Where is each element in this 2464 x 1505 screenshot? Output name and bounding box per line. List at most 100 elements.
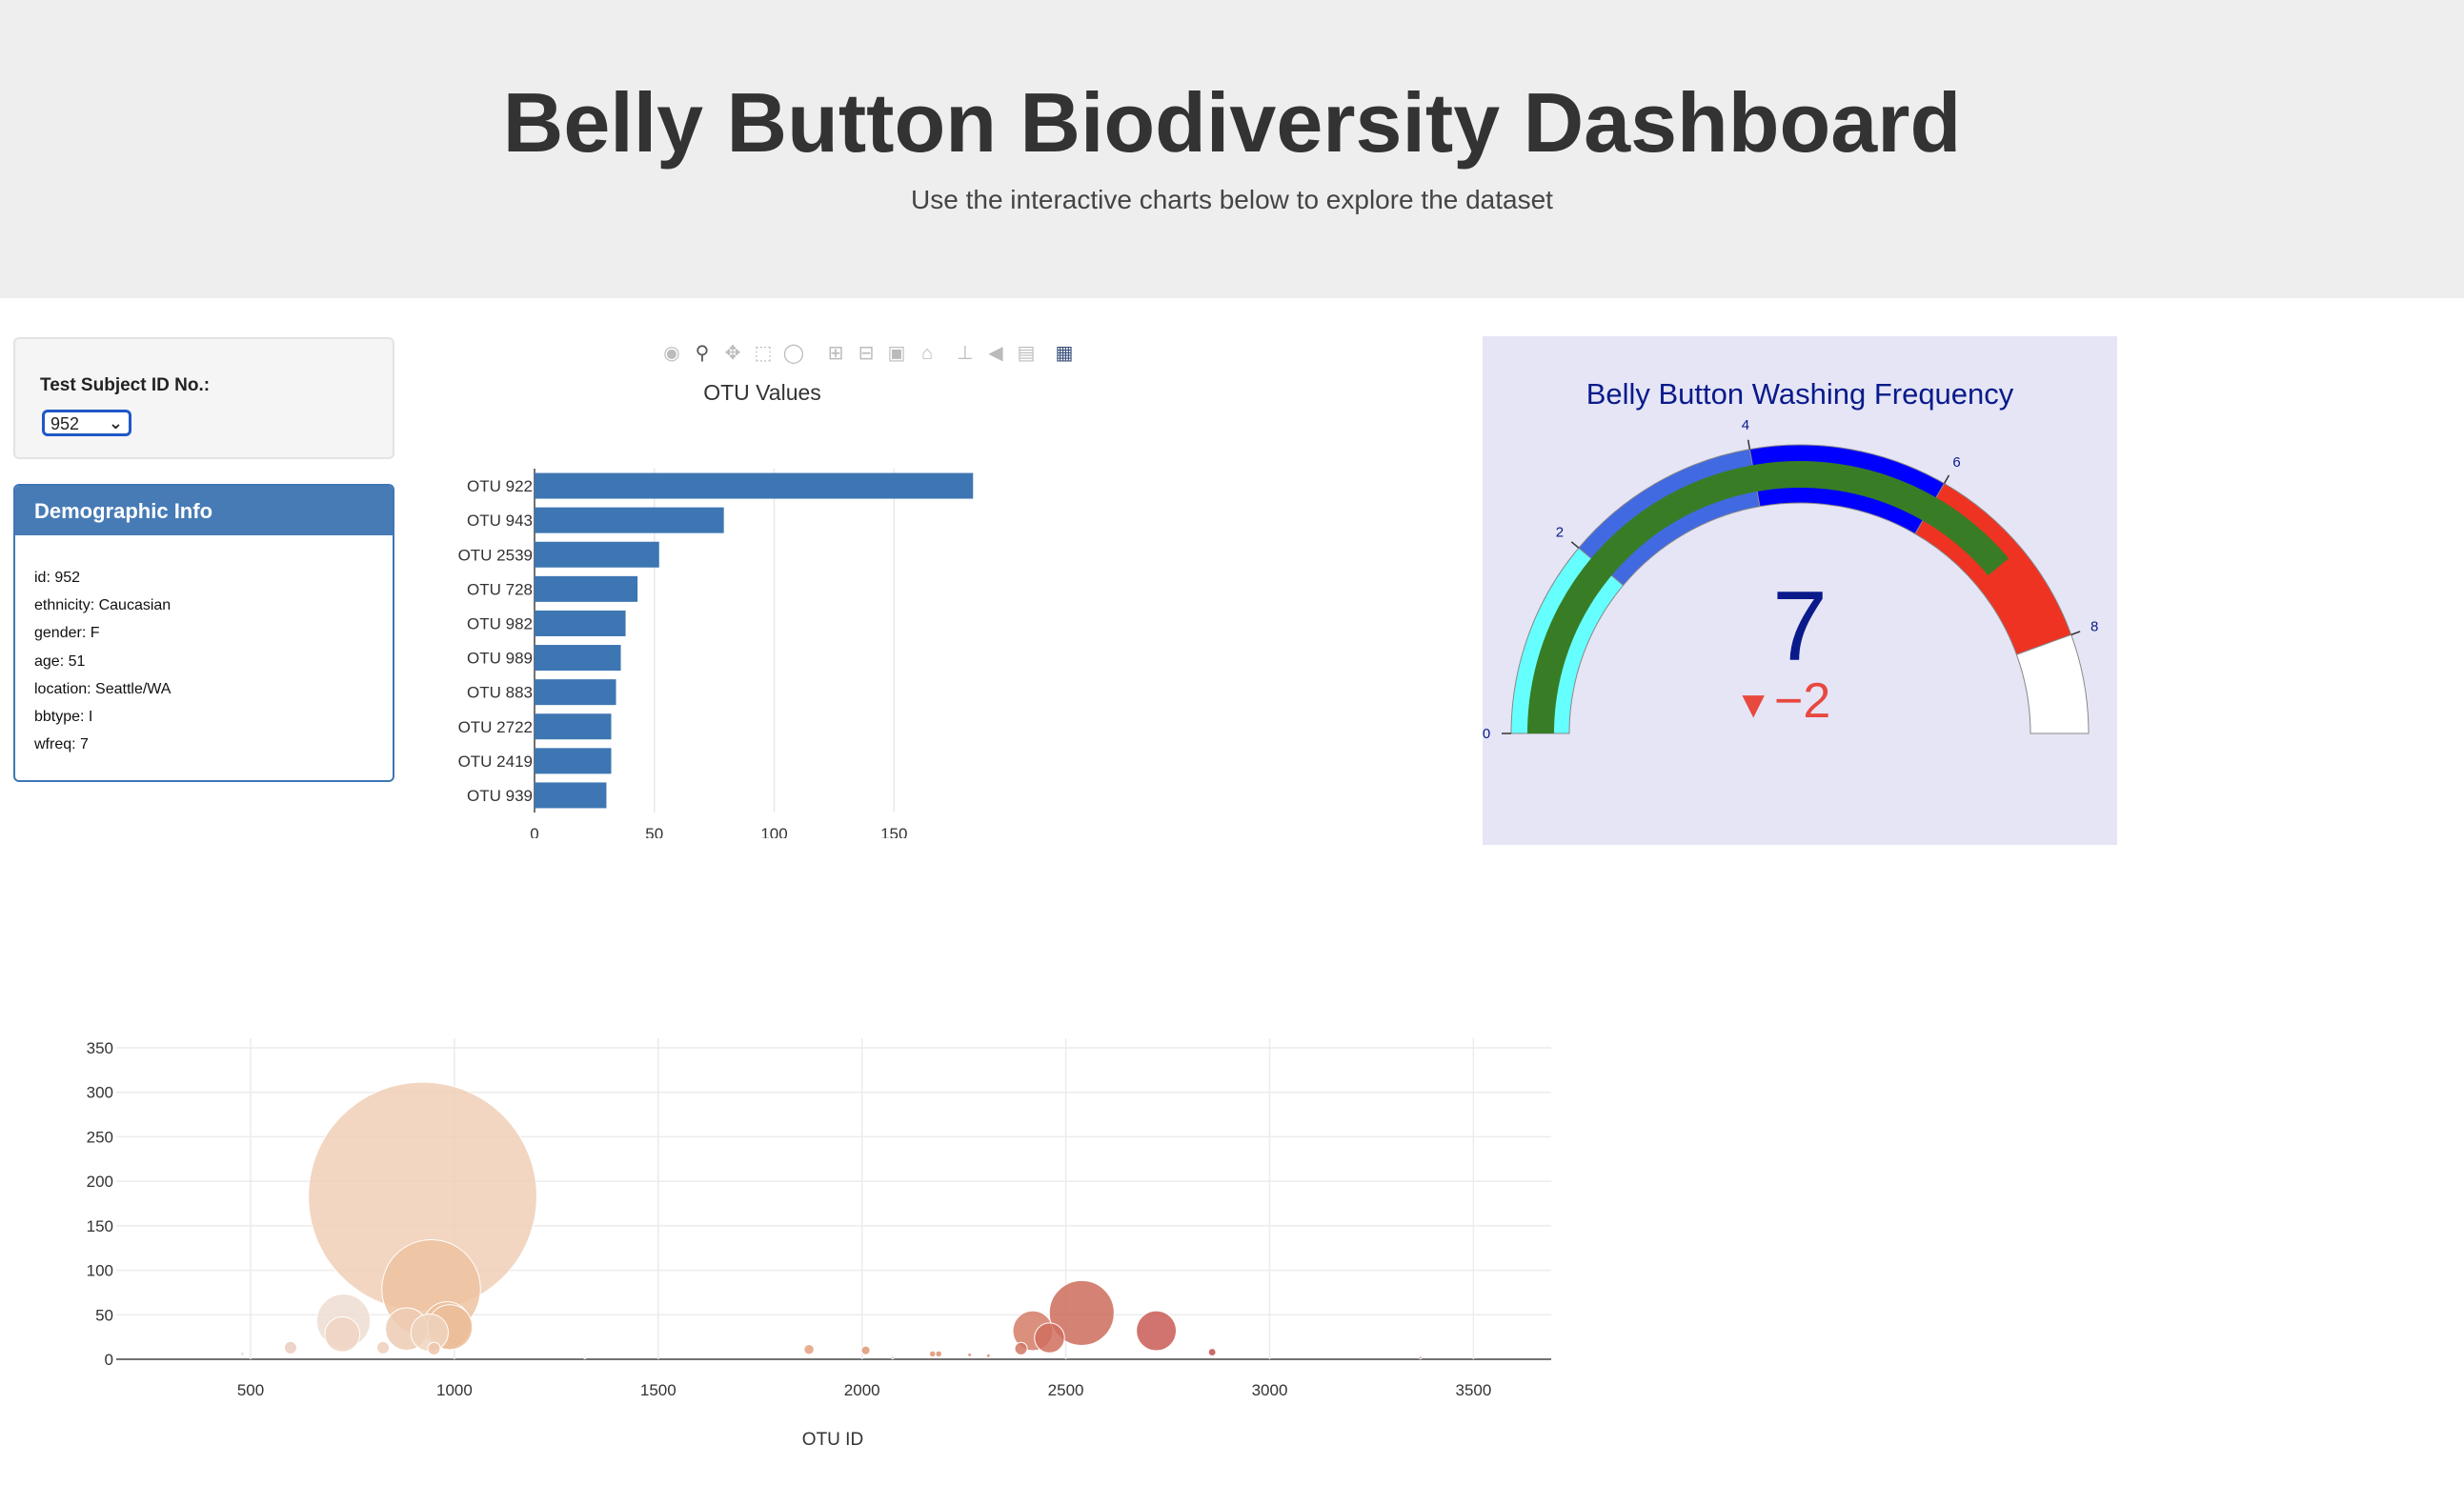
gauge-container: Belly Button Washing Frequency 0 2 4 6 8 7 ▼… xyxy=(1483,336,2117,845)
bar-mark xyxy=(535,748,612,774)
bubble-point xyxy=(375,1340,391,1354)
bubble-point xyxy=(1034,1322,1065,1354)
bubble-point xyxy=(860,1345,871,1355)
subject-selector-well: Test Subject ID No.: 952 ⌄ xyxy=(13,337,394,459)
bubble-point xyxy=(427,1341,441,1355)
bubble-x-tick-label: 1500 xyxy=(640,1381,677,1399)
gauge-step xyxy=(2015,633,2090,734)
zoom-out-icon[interactable]: ⊟ xyxy=(858,343,875,364)
page-title: Belly Button Biodiversity Dashboard xyxy=(502,75,1962,170)
subject-id-selected-value: 952 xyxy=(50,414,80,433)
header-jumbotron: Belly Button Biodiversity Dashboard Use … xyxy=(0,0,2464,298)
bubble-point xyxy=(582,1355,587,1359)
bubble-point xyxy=(1418,1355,1423,1359)
bubble-x-tick-label: 1000 xyxy=(436,1381,473,1399)
bar-y-tick-label: OTU 883 xyxy=(467,684,533,702)
subject-id-select[interactable]: 952 ⌄ xyxy=(42,410,131,436)
zoom-icon[interactable]: ⚲ xyxy=(695,343,710,364)
bar-x-tick-label: 150 xyxy=(880,825,907,838)
bubble-point xyxy=(890,1355,895,1359)
bubble-point xyxy=(324,1315,361,1353)
box-select-icon[interactable]: ⬚ xyxy=(754,343,773,364)
bar-y-tick-label: OTU 943 xyxy=(467,512,533,530)
bubble-x-tick-label: 2500 xyxy=(1048,1381,1084,1399)
bubble-y-tick-label: 0 xyxy=(105,1351,113,1369)
lasso-icon[interactable]: ◯ xyxy=(782,343,805,364)
bar-mark xyxy=(535,679,616,706)
bubble-y-tick-label: 300 xyxy=(87,1084,113,1102)
reset-axes-icon[interactable]: ⌂ xyxy=(920,343,934,364)
otu-bubble-chart[interactable]: 0 50 100 150 200 250 300 350 500 1000 1500 2000 250… xyxy=(0,1019,1620,1476)
gauge-value-bar xyxy=(1527,461,2010,733)
gauge-tick xyxy=(1943,474,1950,484)
bar-mark xyxy=(535,507,724,533)
page-subtitle: Use the interactive charts below to expl… xyxy=(911,185,1553,214)
bubble-point xyxy=(1136,1310,1178,1352)
bubble-x-tick-label: 3000 xyxy=(1252,1381,1288,1399)
bar-chart-title: OTU Values xyxy=(703,380,821,405)
gauge-value: 7 xyxy=(1772,572,1828,682)
bubble-x-tick-label: 2000 xyxy=(844,1381,880,1399)
bubble-point xyxy=(1207,1348,1217,1356)
demographic-info-title: Demographic Info xyxy=(15,486,393,535)
bar-y-tick-label: OTU 2419 xyxy=(458,752,533,771)
bubble-y-tick-label: 100 xyxy=(87,1262,113,1280)
camera-icon[interactable]: ◉ xyxy=(663,343,680,364)
bubble-point xyxy=(1014,1341,1028,1355)
plotly-logo-icon[interactable]: ▦ xyxy=(1055,343,1074,364)
bubble-y-tick-label: 150 xyxy=(87,1217,113,1235)
spike-lines-icon[interactable]: ⊥ xyxy=(957,343,974,364)
pan-icon[interactable]: ✥ xyxy=(724,343,741,364)
gauge-tick xyxy=(1570,541,1580,549)
bubble-point xyxy=(967,1352,973,1357)
hover-closest-icon[interactable]: ◀ xyxy=(988,343,1003,364)
bar-mark xyxy=(535,610,626,636)
autoscale-icon[interactable]: ▣ xyxy=(887,343,906,364)
bar-mark xyxy=(535,782,607,809)
demographic-info-body: id: 952 ethnicity: Caucasian gender: F a… xyxy=(15,535,393,780)
gauge-tick-label: 4 xyxy=(1742,417,1749,433)
hover-compare-icon[interactable]: ▤ xyxy=(1017,343,1036,364)
bubble-y-tick-label: 50 xyxy=(95,1306,113,1324)
bar-y-tick-label: OTU 982 xyxy=(467,614,533,632)
zoom-in-icon[interactable]: ⊞ xyxy=(827,343,844,364)
demographic-row-ethnicity: ethnicity: Caucasian xyxy=(34,597,172,614)
bubble-y-tick-label: 250 xyxy=(87,1128,113,1146)
bubble-point xyxy=(985,1353,991,1358)
bubble-x-axis-label: OTU ID xyxy=(802,1430,863,1450)
demographic-info-panel: Demographic Info id: 952 ethnicity: Cauc… xyxy=(13,484,394,782)
bubble-point xyxy=(928,1350,937,1358)
bar-y-tick-label: OTU 989 xyxy=(467,650,533,668)
bar-x-tick-label: 100 xyxy=(760,825,787,838)
bubble-x-tick-label: 3500 xyxy=(1455,1381,1491,1399)
otu-bar-chart[interactable]: OTU Values OTU 922 OTU 943 OTU 2539 OTU 728… xyxy=(419,362,1143,838)
bubble-y-tick-label: 350 xyxy=(87,1039,113,1057)
gauge-tick xyxy=(2070,631,2081,636)
bar-mark xyxy=(535,575,638,602)
demographic-row-bbtype: bbtype: I xyxy=(34,708,93,725)
bar-y-tick-label: OTU 2722 xyxy=(458,718,533,736)
subject-selector-label: Test Subject ID No.: xyxy=(40,375,211,395)
gauge-tick-label: 2 xyxy=(1556,525,1564,541)
bar-y-tick-label: OTU 939 xyxy=(467,787,533,805)
bubble-point xyxy=(935,1350,942,1358)
bubble-y-tick-label: 200 xyxy=(87,1173,113,1191)
gauge-title: Belly Button Washing Frequency xyxy=(1586,377,2014,411)
bubble-point xyxy=(239,1351,245,1356)
bar-mark xyxy=(535,472,974,499)
gauge-delta-marker: ▼ xyxy=(1734,684,1772,726)
demographic-row-gender: gender: F xyxy=(34,625,100,642)
bar-x-tick-label: 0 xyxy=(530,825,538,838)
chevron-down-icon: ⌄ xyxy=(108,413,123,432)
bar-mark xyxy=(535,645,621,672)
demographic-row-location: location: Seattle/WA xyxy=(34,680,172,697)
gauge-tick xyxy=(1747,439,1751,450)
bar-x-tick-label: 50 xyxy=(645,825,663,838)
demographic-row-age: age: 51 xyxy=(34,652,86,670)
washing-frequency-gauge[interactable]: Belly Button Washing Frequency 0 2 4 6 8 7 ▼… xyxy=(1483,336,2117,845)
demographic-row-id: id: 952 xyxy=(34,570,81,586)
gauge-tick-label: 6 xyxy=(1952,454,1960,471)
bubble-point xyxy=(283,1340,297,1354)
bubble-point xyxy=(1048,1279,1115,1346)
bubble-point xyxy=(803,1343,815,1355)
